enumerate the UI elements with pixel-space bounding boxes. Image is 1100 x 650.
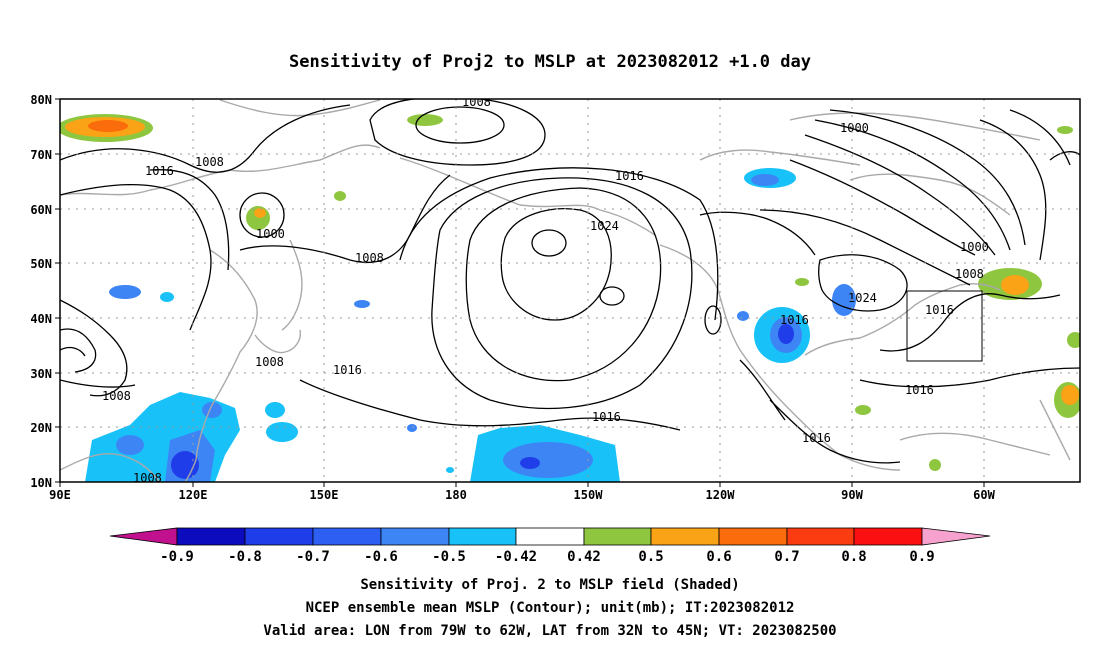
y-tick-label: 60N: [30, 203, 52, 217]
y-tick-label: 20N: [30, 421, 52, 435]
y-tick-label: 80N: [30, 93, 52, 107]
colorbar-segment: [109, 527, 178, 546]
colorbar-label: 0.7: [774, 549, 799, 565]
contour-label: 1016: [145, 164, 174, 178]
colorbar-segment: [448, 527, 517, 546]
map-title: Sensitivity of Proj2 to MSLP at 20230820…: [289, 52, 811, 72]
contour-label: 1000: [256, 227, 285, 241]
contour-label: 1016: [925, 303, 954, 317]
colorbar-segment: [853, 527, 923, 546]
x-tick-label: 150W: [574, 488, 604, 502]
y-tick-label: 10N: [30, 476, 52, 490]
contour-label: 1008: [462, 95, 491, 109]
contour-label: 1000: [960, 240, 989, 254]
coastlines: [60, 99, 1071, 482]
y-tick-label: 30N: [30, 367, 52, 381]
colorbar-label: -0.9: [160, 549, 194, 565]
colorbar-segment: [515, 527, 585, 546]
contour-label: 1016: [615, 169, 644, 183]
x-tick-label: 120W: [706, 488, 736, 502]
contour-label: 1008: [355, 251, 384, 265]
colorbar-segment: [583, 527, 652, 546]
x-tick-label: 90W: [841, 488, 863, 502]
contour-label: 1008: [195, 155, 224, 169]
colorbar-label: 0.8: [841, 549, 866, 565]
colorbar-segment: [786, 527, 855, 546]
contour-label: 1024: [848, 291, 877, 305]
x-tick-label: 150E: [310, 488, 339, 502]
colorbar-label: -0.42: [495, 549, 537, 565]
caption-line-2: NCEP ensemble mean MSLP (Contour); unit(…: [306, 600, 795, 616]
contour-label: 1008: [955, 267, 984, 281]
y-tick-label: 50N: [30, 257, 52, 271]
colorbar-segment: [176, 527, 246, 546]
colorbar-label: -0.6: [364, 549, 398, 565]
contour-label: 1000: [840, 121, 869, 135]
colorbar: [109, 527, 991, 546]
axis-tick-marks: [55, 98, 985, 487]
map-frame: [59, 98, 1081, 483]
colorbar-label: 0.6: [706, 549, 731, 565]
colorbar-label: -0.7: [296, 549, 330, 565]
y-tick-label: 70N: [30, 148, 52, 162]
y-tick-label: 40N: [30, 312, 52, 326]
colorbar-segment: [921, 527, 991, 546]
contour-label: 1016: [333, 363, 362, 377]
colorbar-label: 0.5: [638, 549, 663, 565]
colorbar-segment: [380, 527, 450, 546]
x-tick-label: 180: [445, 488, 467, 502]
contour-label: 1016: [780, 313, 809, 327]
colorbar-segment: [312, 527, 382, 546]
colorbar-label: -0.8: [228, 549, 262, 565]
contour-label: 1024: [590, 219, 619, 233]
y-axis-labels: 80N 70N 60N 50N 40N 30N 20N 10N: [30, 93, 52, 490]
x-axis-labels: 90E 120E 150E 180 150W 120W 90W 60W: [49, 488, 995, 502]
contour-labels: 1008 1000 1016 1008 1000 1008 1016 1024 …: [102, 95, 989, 485]
contour-label: 1008: [255, 355, 284, 369]
colorbar-label: 0.9: [909, 549, 934, 565]
map-grid: [60, 99, 1080, 482]
caption-line-1: Sensitivity of Proj. 2 to MSLP field (Sh…: [360, 577, 739, 593]
colorbar-segment: [650, 527, 720, 546]
caption-line-3: Valid area: LON from 79W to 62W, LAT fro…: [263, 623, 836, 639]
x-tick-label: 90E: [49, 488, 71, 502]
contour-label: 1008: [102, 389, 131, 403]
colorbar-label: -0.5: [432, 549, 466, 565]
contour-label: 1016: [802, 431, 831, 445]
contour-label: 1016: [905, 383, 934, 397]
valid-area-box: [906, 290, 983, 362]
contour-label: 1008: [133, 471, 162, 485]
sensitivity-shading: [60, 114, 1080, 482]
x-tick-label: 60W: [973, 488, 995, 502]
colorbar-label: 0.42: [567, 549, 601, 565]
contour-label: 1016: [592, 410, 621, 424]
colorbar-labels: -0.9 -0.8 -0.7 -0.6 -0.5 -0.42 0.42 0.5 …: [160, 549, 935, 565]
mslp-contours: [60, 99, 1080, 464]
colorbar-segment: [244, 527, 314, 546]
colorbar-segment: [718, 527, 788, 546]
x-tick-label: 120E: [179, 488, 208, 502]
